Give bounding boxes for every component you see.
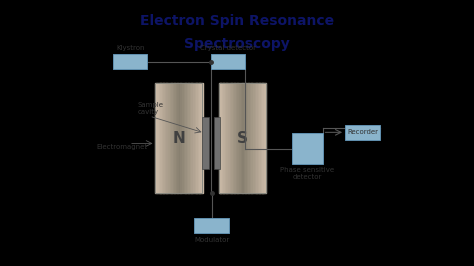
Bar bbox=[185, 84, 187, 193]
Bar bbox=[228, 84, 230, 193]
Bar bbox=[194, 84, 197, 193]
Bar bbox=[202, 117, 209, 169]
Bar bbox=[177, 84, 179, 193]
Bar bbox=[256, 84, 258, 193]
Bar bbox=[162, 84, 164, 193]
Bar bbox=[157, 84, 159, 193]
Bar bbox=[259, 84, 261, 193]
Bar bbox=[239, 84, 241, 193]
Bar bbox=[264, 84, 266, 193]
Text: Phase sensitive
detector: Phase sensitive detector bbox=[280, 167, 334, 180]
Bar bbox=[236, 84, 238, 193]
Text: S: S bbox=[237, 131, 247, 146]
Bar bbox=[113, 54, 147, 69]
Bar bbox=[237, 84, 239, 193]
Bar bbox=[183, 84, 185, 193]
Bar bbox=[179, 84, 181, 193]
Bar bbox=[159, 84, 161, 193]
Bar bbox=[199, 84, 201, 193]
Bar bbox=[181, 84, 182, 193]
Bar bbox=[245, 84, 247, 193]
Bar bbox=[168, 84, 170, 193]
Bar bbox=[174, 84, 176, 193]
Bar bbox=[173, 84, 174, 193]
Bar bbox=[190, 84, 192, 193]
Bar bbox=[292, 133, 323, 164]
Bar bbox=[155, 84, 157, 193]
Bar bbox=[187, 84, 189, 193]
Bar bbox=[258, 84, 260, 193]
Bar bbox=[220, 84, 222, 193]
Bar bbox=[188, 84, 190, 193]
Bar bbox=[196, 84, 198, 193]
Bar bbox=[163, 84, 165, 193]
Bar bbox=[166, 84, 168, 193]
Bar bbox=[263, 84, 264, 193]
Bar bbox=[234, 84, 236, 193]
Bar bbox=[225, 84, 227, 193]
Bar bbox=[242, 84, 244, 193]
Bar bbox=[255, 84, 256, 193]
Bar bbox=[194, 218, 229, 233]
Bar bbox=[233, 84, 235, 193]
Text: Electron Spin Resonance: Electron Spin Resonance bbox=[140, 14, 334, 28]
Text: Spectroscopy: Spectroscopy bbox=[184, 37, 290, 51]
Bar bbox=[210, 54, 245, 69]
Bar bbox=[229, 84, 232, 193]
Bar bbox=[253, 84, 255, 193]
Text: Modulator: Modulator bbox=[194, 237, 229, 243]
Bar bbox=[222, 84, 224, 193]
Text: Sample
cavity: Sample cavity bbox=[137, 102, 163, 115]
Bar bbox=[170, 84, 172, 193]
Bar bbox=[201, 84, 203, 193]
Bar bbox=[219, 84, 265, 193]
Bar bbox=[155, 84, 202, 193]
Bar bbox=[247, 84, 249, 193]
Bar bbox=[165, 84, 167, 193]
Bar bbox=[240, 84, 243, 193]
Text: Klystron: Klystron bbox=[116, 45, 145, 51]
Text: Recorder: Recorder bbox=[347, 129, 378, 135]
Bar bbox=[193, 84, 195, 193]
Bar bbox=[160, 84, 162, 193]
Text: Electromagnet: Electromagnet bbox=[96, 144, 147, 150]
Bar bbox=[250, 84, 252, 193]
Bar bbox=[171, 84, 173, 193]
Bar bbox=[231, 84, 233, 193]
Bar bbox=[345, 125, 380, 140]
Bar bbox=[176, 84, 178, 193]
Text: N: N bbox=[173, 131, 185, 146]
Bar bbox=[198, 84, 200, 193]
Text: Crystal detector: Crystal detector bbox=[200, 45, 256, 51]
Bar bbox=[244, 84, 246, 193]
Bar bbox=[191, 84, 193, 193]
Bar bbox=[223, 84, 225, 193]
Bar bbox=[252, 84, 254, 193]
Bar bbox=[214, 117, 220, 169]
Bar bbox=[219, 84, 220, 193]
Bar bbox=[248, 84, 250, 193]
Bar bbox=[227, 84, 228, 193]
Bar bbox=[261, 84, 263, 193]
Bar bbox=[182, 84, 184, 193]
